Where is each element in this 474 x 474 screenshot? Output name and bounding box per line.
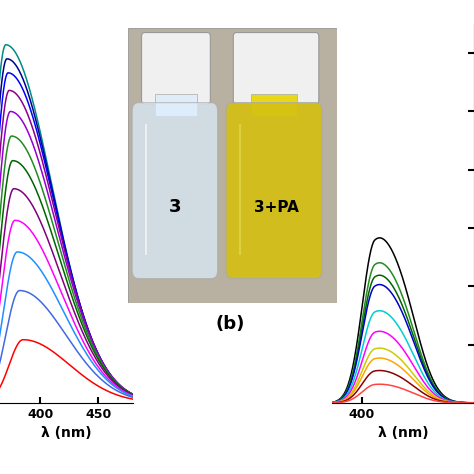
Text: 3: 3 bbox=[169, 198, 181, 216]
Text: 3+PA: 3+PA bbox=[254, 200, 299, 215]
X-axis label: λ (nm): λ (nm) bbox=[378, 426, 428, 440]
FancyBboxPatch shape bbox=[142, 33, 210, 104]
Text: (b): (b) bbox=[215, 315, 245, 333]
X-axis label: λ (nm): λ (nm) bbox=[41, 426, 91, 440]
Bar bbox=[155, 94, 197, 117]
FancyBboxPatch shape bbox=[233, 33, 319, 104]
FancyBboxPatch shape bbox=[226, 103, 322, 279]
FancyBboxPatch shape bbox=[132, 103, 218, 279]
Bar bbox=[251, 94, 297, 117]
